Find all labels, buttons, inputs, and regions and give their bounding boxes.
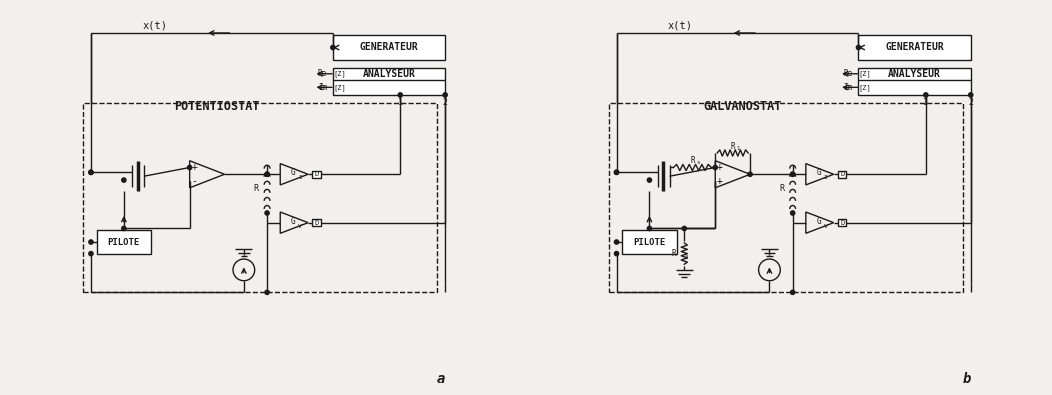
Bar — [858, 35, 971, 60]
Text: -: - — [717, 162, 723, 173]
Circle shape — [748, 172, 752, 177]
Text: POTENTIOSTAT: POTENTIOSTAT — [174, 100, 260, 113]
Text: ANALYSEUR: ANALYSEUR — [363, 69, 416, 79]
Text: R: R — [780, 184, 784, 193]
Circle shape — [713, 166, 717, 169]
Text: -: - — [191, 176, 197, 186]
Text: +: + — [191, 162, 197, 173]
Text: G: G — [816, 168, 822, 177]
Text: R: R — [672, 249, 676, 258]
Text: [Z]: [Z] — [858, 70, 871, 77]
Circle shape — [682, 226, 686, 231]
Circle shape — [88, 240, 93, 244]
Text: I: I — [298, 175, 302, 180]
Text: R: R — [730, 141, 735, 150]
Text: a: a — [437, 372, 445, 386]
Text: G: G — [291, 216, 296, 226]
Bar — [609, 103, 963, 292]
Circle shape — [647, 226, 651, 231]
Text: D: D — [315, 171, 319, 177]
Circle shape — [790, 290, 795, 294]
Text: 1: 1 — [924, 98, 928, 107]
Text: Im: Im — [844, 83, 853, 92]
Bar — [332, 35, 445, 60]
Circle shape — [614, 240, 619, 244]
Circle shape — [265, 172, 269, 177]
Text: b: b — [963, 372, 971, 386]
Text: PILOTE: PILOTE — [633, 237, 666, 246]
Circle shape — [614, 170, 619, 175]
Text: G: G — [291, 168, 296, 177]
Text: 1: 1 — [736, 146, 740, 151]
Circle shape — [122, 178, 126, 182]
Text: Im: Im — [318, 83, 327, 92]
Text: -: - — [717, 176, 723, 186]
Bar — [838, 219, 847, 226]
Circle shape — [790, 172, 795, 177]
Text: [Z]: [Z] — [858, 84, 871, 91]
Text: I: I — [824, 175, 828, 180]
Text: +: + — [717, 176, 723, 186]
Text: 1: 1 — [398, 98, 403, 107]
Text: Re: Re — [844, 69, 853, 78]
Circle shape — [265, 290, 269, 294]
Text: R: R — [254, 184, 259, 193]
Text: 3: 3 — [685, 255, 688, 260]
Bar — [312, 219, 321, 226]
Circle shape — [88, 170, 93, 175]
Bar — [97, 230, 150, 254]
Text: 2: 2 — [968, 98, 973, 107]
Circle shape — [330, 45, 335, 50]
Circle shape — [614, 170, 619, 175]
Text: GENERATEUR: GENERATEUR — [360, 43, 419, 53]
Circle shape — [969, 93, 973, 97]
Circle shape — [88, 252, 93, 256]
Text: Re: Re — [318, 69, 327, 78]
Text: x(t): x(t) — [668, 20, 693, 30]
Text: D: D — [841, 220, 845, 226]
Text: R: R — [690, 156, 694, 165]
Text: V: V — [298, 224, 302, 229]
Circle shape — [614, 252, 619, 256]
Bar — [623, 230, 676, 254]
Circle shape — [265, 211, 269, 215]
Circle shape — [398, 93, 402, 97]
Text: G: G — [816, 216, 822, 226]
Text: [Z]: [Z] — [332, 84, 346, 91]
Bar — [312, 171, 321, 178]
Circle shape — [187, 166, 191, 169]
Bar — [83, 103, 438, 292]
Circle shape — [790, 211, 795, 215]
Text: 2: 2 — [443, 98, 448, 107]
Text: V: V — [824, 224, 828, 229]
Circle shape — [88, 170, 93, 175]
Circle shape — [856, 45, 861, 50]
Text: s: s — [696, 160, 700, 166]
Circle shape — [924, 93, 928, 97]
Circle shape — [443, 93, 447, 97]
Text: [Z]: [Z] — [332, 70, 346, 77]
Circle shape — [265, 172, 269, 177]
Circle shape — [122, 226, 126, 231]
Text: ANALYSEUR: ANALYSEUR — [888, 69, 942, 79]
Bar — [858, 68, 971, 95]
Text: x(t): x(t) — [142, 20, 167, 30]
Circle shape — [790, 172, 795, 177]
Text: +: + — [717, 162, 723, 173]
Bar — [332, 68, 445, 95]
Text: PILOTE: PILOTE — [107, 237, 140, 246]
Text: D: D — [841, 171, 845, 177]
Circle shape — [647, 178, 651, 182]
Text: GALVANOSTAT: GALVANOSTAT — [703, 100, 782, 113]
Text: GENERATEUR: GENERATEUR — [885, 43, 944, 53]
Text: D: D — [315, 220, 319, 226]
Bar — [838, 171, 847, 178]
